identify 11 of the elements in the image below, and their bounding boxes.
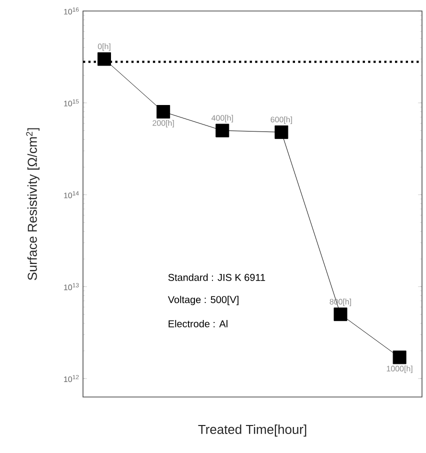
point bbox=[392, 350, 406, 364]
annotation: Voltage : 500[V] bbox=[168, 296, 238, 306]
x-axis-title: Treated Time[hour] bbox=[198, 424, 306, 437]
annotation: Electrode : Al bbox=[168, 320, 228, 328]
point bbox=[334, 308, 348, 322]
point bbox=[274, 125, 288, 139]
annotation: Standard : JIS K 6911 bbox=[168, 274, 266, 281]
y-axis-title: Surface Resistivity [Ω/cm$^{2}$] bbox=[26, 128, 40, 280]
point bbox=[216, 124, 230, 138]
point bbox=[98, 52, 112, 66]
point bbox=[156, 105, 170, 119]
